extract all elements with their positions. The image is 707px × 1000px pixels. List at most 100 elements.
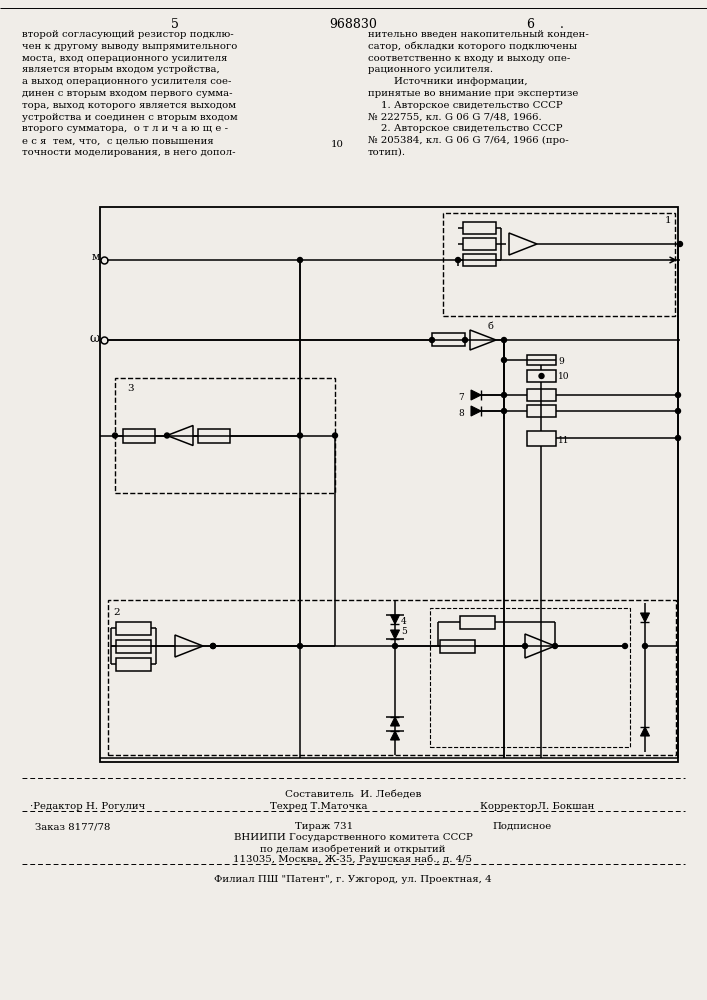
Text: 9: 9 xyxy=(558,357,563,366)
Text: 5: 5 xyxy=(401,627,407,636)
Circle shape xyxy=(298,433,303,438)
Circle shape xyxy=(211,644,216,648)
Text: динен с вторым входом первого сумма-: динен с вторым входом первого сумма- xyxy=(22,89,233,98)
Text: КорректорЛ. Бокшан: КорректорЛ. Бокшан xyxy=(480,802,595,811)
Text: устройства и соединен с вторым входом: устройства и соединен с вторым входом xyxy=(22,113,238,122)
Text: ω: ω xyxy=(90,332,100,345)
Bar xyxy=(463,238,496,250)
Text: по делам изобретений и открытий: по делам изобретений и открытий xyxy=(260,844,445,854)
Circle shape xyxy=(552,644,558,648)
Text: тотип).: тотип). xyxy=(368,148,406,157)
Text: 3: 3 xyxy=(127,384,134,393)
Polygon shape xyxy=(641,727,650,736)
Circle shape xyxy=(675,436,681,440)
Polygon shape xyxy=(471,390,481,400)
Text: б: б xyxy=(488,322,494,331)
Text: Филиал ПШ "Патент", г. Ужгород, ул. Проектная, 4: Филиал ПШ "Патент", г. Ужгород, ул. Прое… xyxy=(214,875,492,884)
Bar xyxy=(116,658,151,671)
Polygon shape xyxy=(641,613,650,622)
Text: а выход операционного усилителя сое-: а выход операционного усилителя сое- xyxy=(22,77,231,86)
Text: № 205384, кл. G 06 G 7/64, 1966 (про-: № 205384, кл. G 06 G 7/64, 1966 (про- xyxy=(368,136,568,145)
Bar xyxy=(115,378,335,493)
Bar xyxy=(463,254,496,266)
Circle shape xyxy=(643,644,648,648)
Text: Источники информации,: Источники информации, xyxy=(368,77,527,86)
Text: 2. Авторское свидетельство СССР: 2. Авторское свидетельство СССР xyxy=(368,124,563,133)
Text: 10: 10 xyxy=(558,372,570,381)
Text: 113035, Москва, Ж-35, Раушская наб., д. 4/5: 113035, Москва, Ж-35, Раушская наб., д. … xyxy=(233,855,472,864)
Circle shape xyxy=(332,433,337,438)
Text: м: м xyxy=(91,252,100,262)
Text: 6: 6 xyxy=(526,18,534,31)
Text: 7: 7 xyxy=(458,393,464,402)
Polygon shape xyxy=(471,406,481,416)
Bar xyxy=(116,622,151,635)
Circle shape xyxy=(429,338,435,342)
Text: 11: 11 xyxy=(558,436,570,445)
Text: .: . xyxy=(560,18,564,31)
Text: принятые во внимание при экспертизе: принятые во внимание при экспертизе xyxy=(368,89,578,98)
Polygon shape xyxy=(390,630,399,639)
Circle shape xyxy=(539,373,544,378)
Bar xyxy=(430,608,630,747)
Polygon shape xyxy=(390,717,399,726)
Text: второго сумматора,  о т л и ч а ю щ е -: второго сумматора, о т л и ч а ю щ е - xyxy=(22,124,228,133)
Text: 968830: 968830 xyxy=(329,18,377,31)
Text: 2: 2 xyxy=(113,608,119,617)
Bar xyxy=(527,370,556,382)
Text: Заказ 8177/78: Заказ 8177/78 xyxy=(35,822,110,831)
Text: чен к другому выводу выпрямительного: чен к другому выводу выпрямительного xyxy=(22,42,238,51)
Bar xyxy=(460,616,495,629)
Circle shape xyxy=(501,408,506,414)
Circle shape xyxy=(501,338,506,342)
Circle shape xyxy=(298,644,303,648)
Bar xyxy=(123,428,155,442)
Text: второй согласующий резистор подклю-: второй согласующий резистор подклю- xyxy=(22,30,233,39)
Circle shape xyxy=(462,338,467,342)
Polygon shape xyxy=(390,731,399,740)
Text: является вторым входом устройства,: является вторым входом устройства, xyxy=(22,65,220,74)
Bar xyxy=(116,640,151,653)
Bar xyxy=(100,207,678,762)
Text: № 222755, кл. G 06 G 7/48, 1966.: № 222755, кл. G 06 G 7/48, 1966. xyxy=(368,113,542,122)
Text: 1: 1 xyxy=(665,216,672,225)
Text: рационного усилителя.: рационного усилителя. xyxy=(368,65,493,74)
Text: Составитель  И. Лебедев: Составитель И. Лебедев xyxy=(285,790,421,799)
Text: 8: 8 xyxy=(458,409,464,418)
Bar xyxy=(443,213,675,316)
Text: Тираж 731: Тираж 731 xyxy=(295,822,353,831)
Bar xyxy=(432,333,465,346)
Bar xyxy=(527,405,556,417)
Circle shape xyxy=(112,433,117,438)
Text: соответственно к входу и выходу опе-: соответственно к входу и выходу опе- xyxy=(368,54,571,63)
Bar xyxy=(527,355,556,365)
Circle shape xyxy=(501,358,506,362)
Text: нительно введен накопительный конден-: нительно введен накопительный конден- xyxy=(368,30,589,39)
Text: 1. Авторское свидетельство СССР: 1. Авторское свидетельство СССР xyxy=(368,101,563,110)
Circle shape xyxy=(298,257,303,262)
Circle shape xyxy=(675,408,681,414)
Bar xyxy=(463,222,496,234)
Bar xyxy=(440,640,475,653)
Text: сатор, обкладки которого подключены: сатор, обкладки которого подключены xyxy=(368,42,577,51)
Text: Техред Т.Маточка: Техред Т.Маточка xyxy=(270,802,368,811)
Circle shape xyxy=(501,392,506,397)
Text: 4: 4 xyxy=(401,617,407,626)
Text: 10: 10 xyxy=(331,140,344,149)
Circle shape xyxy=(211,644,216,648)
Bar xyxy=(108,600,676,755)
Polygon shape xyxy=(390,615,399,624)
Circle shape xyxy=(675,392,681,397)
Bar xyxy=(198,428,230,442)
Bar xyxy=(527,389,556,401)
Circle shape xyxy=(622,644,628,648)
Text: моста, вход операционного усилителя: моста, вход операционного усилителя xyxy=(22,54,228,63)
Circle shape xyxy=(165,433,170,438)
Circle shape xyxy=(522,644,527,648)
Bar xyxy=(527,431,556,446)
Text: е с я  тем, что,  с целью повышения: е с я тем, что, с целью повышения xyxy=(22,136,214,145)
Text: Подписное: Подписное xyxy=(492,822,551,831)
Text: ВНИИПИ Государственного комитета СССР: ВНИИПИ Государственного комитета СССР xyxy=(233,833,472,842)
Circle shape xyxy=(392,644,397,648)
Circle shape xyxy=(677,241,682,246)
